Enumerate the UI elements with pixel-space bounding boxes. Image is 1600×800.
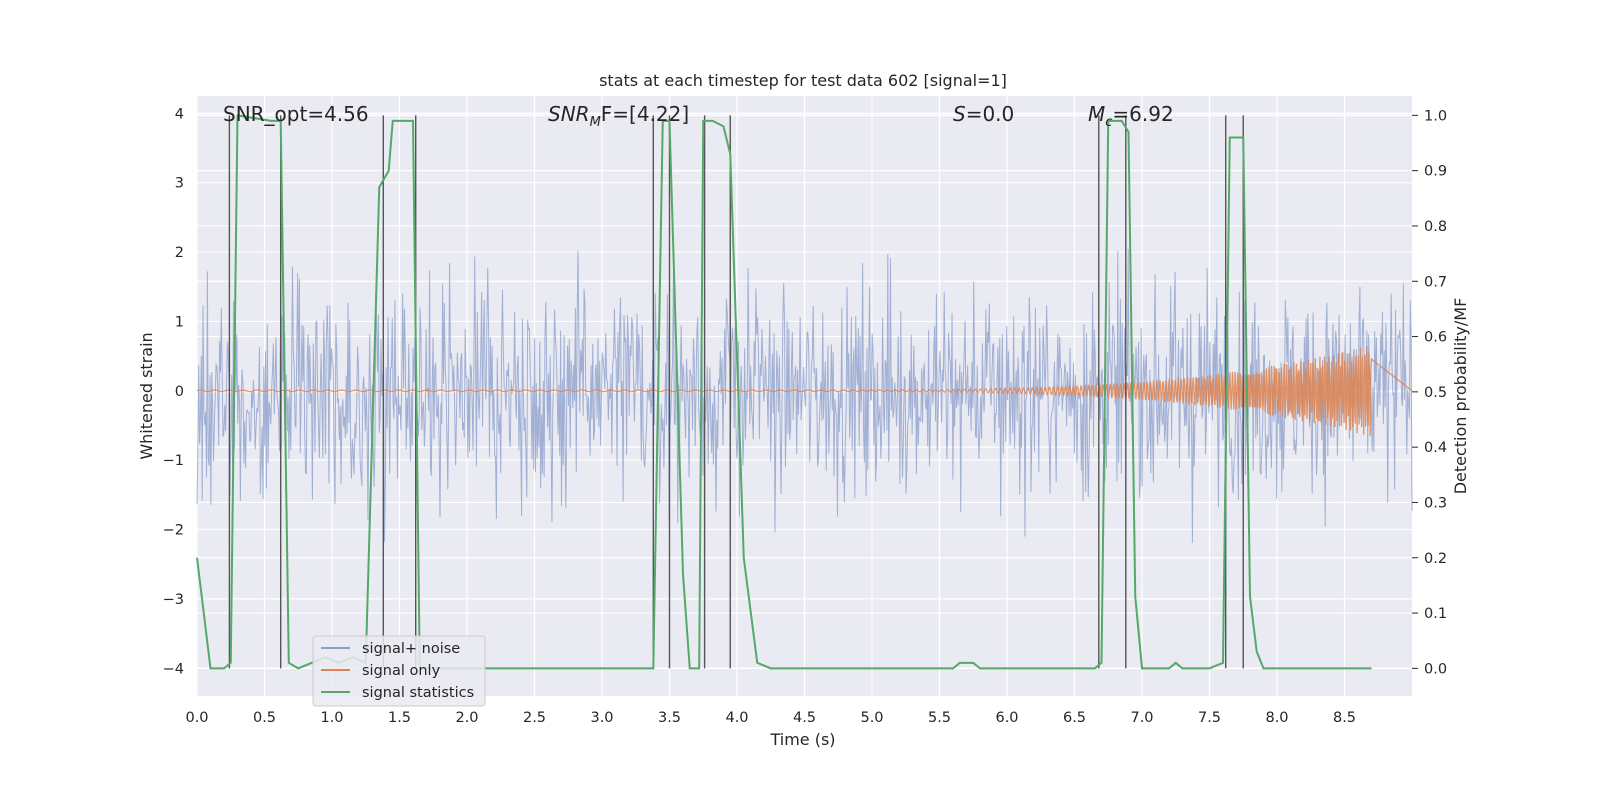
y-right-tick-label: 0.9 <box>1424 164 1447 180</box>
x-tick-label: 8.0 <box>1265 710 1288 726</box>
x-tick-label: 4.0 <box>725 710 748 726</box>
y-axis-label-right: Detection probability/MF <box>1451 298 1470 495</box>
y-right-tick-label: 0.0 <box>1424 661 1447 677</box>
x-tick-label: 7.5 <box>1198 710 1221 726</box>
y-left-tick-label: 1 <box>175 314 184 330</box>
x-tick-label: 1.5 <box>388 710 411 726</box>
signal-series <box>196 346 1413 436</box>
annotation-mc: Mc=6.92 <box>1088 102 1174 130</box>
y-right-tick-label: 1.0 <box>1424 108 1447 124</box>
annotation-snr-mf-sub: M <box>590 115 601 130</box>
chart-title: stats at each timestep for test data 602… <box>599 71 1007 90</box>
y-axis-label-left: Whitened strain <box>137 332 156 459</box>
annotation-s-main: S <box>953 102 966 126</box>
x-tick-label: 3.0 <box>590 710 613 726</box>
x-tick-label: 5.5 <box>928 710 951 726</box>
y-right-tick-label: 0.2 <box>1424 551 1447 567</box>
legend-label-noise: signal+ noise <box>362 641 460 657</box>
x-tick-label: 2.0 <box>455 710 478 726</box>
legend-label-stats: signal statistics <box>362 685 474 701</box>
annotation-snr-mf-main: SNR <box>548 102 590 126</box>
x-tick-label: 0.0 <box>185 710 208 726</box>
legend-label-signal: signal only <box>362 663 441 679</box>
annotation-mc-tail: =6.92 <box>1112 102 1173 126</box>
y-left-tick-label: −4 <box>163 661 184 677</box>
y-right-tick-label: 0.7 <box>1424 274 1447 290</box>
x-tick-label: 2.5 <box>523 710 546 726</box>
legend: signal+ noise signal only signal statist… <box>312 635 486 707</box>
annotation-mc-main: M <box>1088 102 1105 126</box>
annotation-s-tail: =0.0 <box>966 102 1015 126</box>
y-right-tick-label: 0.1 <box>1424 606 1447 622</box>
y-left-tick-label: −3 <box>163 592 184 608</box>
y-left-tick-label: 3 <box>175 176 184 192</box>
x-tick-label: 5.0 <box>860 710 883 726</box>
noise-line <box>196 248 1413 543</box>
annotation-snr-opt: SNR_opt=4.56 <box>223 102 369 126</box>
y-left-ticks: 4 3 2 1 0 −1 −2 −3 −4 <box>163 106 184 677</box>
annotation-mc-sub: c <box>1105 115 1112 130</box>
x-tick-label: 6.5 <box>1063 710 1086 726</box>
x-tick-label: 6.0 <box>995 710 1018 726</box>
x-tick-label: 8.5 <box>1333 710 1356 726</box>
annotation-s: S=0.0 <box>953 102 1014 126</box>
x-tick-label: 7.0 <box>1130 710 1153 726</box>
y-right-tick-label: 0.6 <box>1424 330 1447 346</box>
y-left-tick-label: 0 <box>175 384 184 400</box>
y-left-tick-label: 2 <box>175 245 184 261</box>
annotation-snr-mf-tail: F=[4.22] <box>601 102 689 126</box>
annotation-snr-mf: SNRMF=[4.22] <box>548 102 689 130</box>
y-right-tick-label: 0.8 <box>1424 219 1447 235</box>
y-right-tick-label: 0.3 <box>1424 495 1447 511</box>
x-axis-label: Time (s) <box>769 730 835 749</box>
y-right-tick-label: 0.4 <box>1424 440 1447 456</box>
legend-box <box>312 635 486 707</box>
y-left-tick-label: −2 <box>163 523 184 539</box>
y-right-ticks: 1.0 0.9 0.8 0.7 0.6 0.5 0.4 0.3 0.2 0.1 0.0 <box>1412 108 1447 677</box>
x-tick-label: 4.5 <box>793 710 816 726</box>
y-right-tick-label: 0.5 <box>1424 385 1447 401</box>
x-tick-label: 1.0 <box>320 710 343 726</box>
signal-line <box>196 346 1413 436</box>
noise-series <box>196 248 1413 543</box>
x-tick-label: 0.5 <box>253 710 276 726</box>
x-ticks: 0.0 0.5 1.0 1.5 2.0 2.5 3.0 3.5 4.0 4.5 5.0 5.5 6.0 6… <box>185 710 1356 726</box>
y-left-tick-label: −1 <box>163 453 184 469</box>
x-tick-label: 3.5 <box>658 710 681 726</box>
y-left-tick-label: 4 <box>175 106 184 122</box>
